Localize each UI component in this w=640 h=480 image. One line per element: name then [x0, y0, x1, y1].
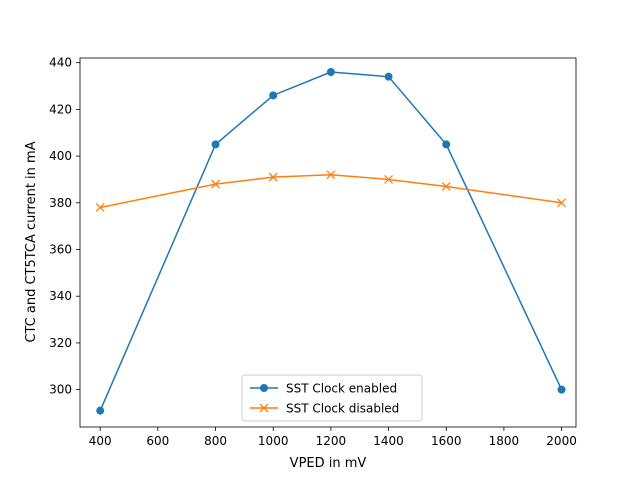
- series-2-point: [211, 179, 220, 189]
- x-tick-label: 1200: [316, 434, 347, 448]
- series-2-point: [384, 174, 394, 184]
- legend-marker: [259, 403, 269, 413]
- y-tick-label: 440: [49, 56, 72, 70]
- series-1-point: [269, 91, 278, 100]
- y-tick-label: 320: [49, 336, 72, 350]
- series-1-point: [442, 140, 451, 149]
- legend-label: SST Clock enabled: [286, 382, 397, 396]
- x-tick-label: 1400: [373, 434, 404, 448]
- series-2-point: [95, 203, 105, 212]
- x-tick-label: 1600: [431, 434, 462, 448]
- legend-marker: [260, 384, 268, 392]
- series-1-point: [211, 140, 220, 149]
- series-2-point: [557, 198, 567, 208]
- y-axis: 300 320 340 360 380 400 420 440: [49, 56, 80, 397]
- x-tick-label: 1000: [258, 434, 289, 448]
- series-1-point: [384, 72, 393, 81]
- x-tick-label: 800: [204, 434, 227, 448]
- y-tick-label: 300: [49, 383, 72, 397]
- y-tick-label: 380: [49, 196, 72, 210]
- y-tick-label: 340: [49, 289, 72, 303]
- x-tick-label: 1800: [489, 434, 520, 448]
- series-layer: [95, 68, 567, 415]
- series-1-point: [326, 68, 335, 77]
- x-axis: 400 600 800 1000 1200 1400 1600 1800 2000: [89, 427, 577, 448]
- series-1-point: [557, 385, 566, 394]
- y-axis-label: CTC and CT5TCA current in mA: [24, 141, 39, 342]
- legend-box: [241, 374, 423, 422]
- plot-area: [79, 57, 577, 428]
- x-axis-label: VPED in mV: [290, 456, 367, 471]
- x-tick-label: 600: [146, 434, 169, 448]
- x-tick-label: 400: [89, 434, 112, 448]
- series-2-point: [326, 170, 336, 180]
- y-tick-label: 420: [49, 102, 72, 116]
- legend-label: SST Clock disabled: [286, 402, 399, 416]
- series-2-point: [441, 181, 451, 191]
- y-tick-label: 400: [49, 149, 72, 163]
- legend: SST Clock enabled SST Clock disabled: [241, 374, 423, 422]
- x-tick-label: 2000: [546, 434, 577, 448]
- series-1-point: [96, 406, 105, 415]
- series-2-point: [268, 172, 278, 182]
- y-tick-label: 360: [49, 243, 72, 257]
- plot-frame: [79, 57, 577, 428]
